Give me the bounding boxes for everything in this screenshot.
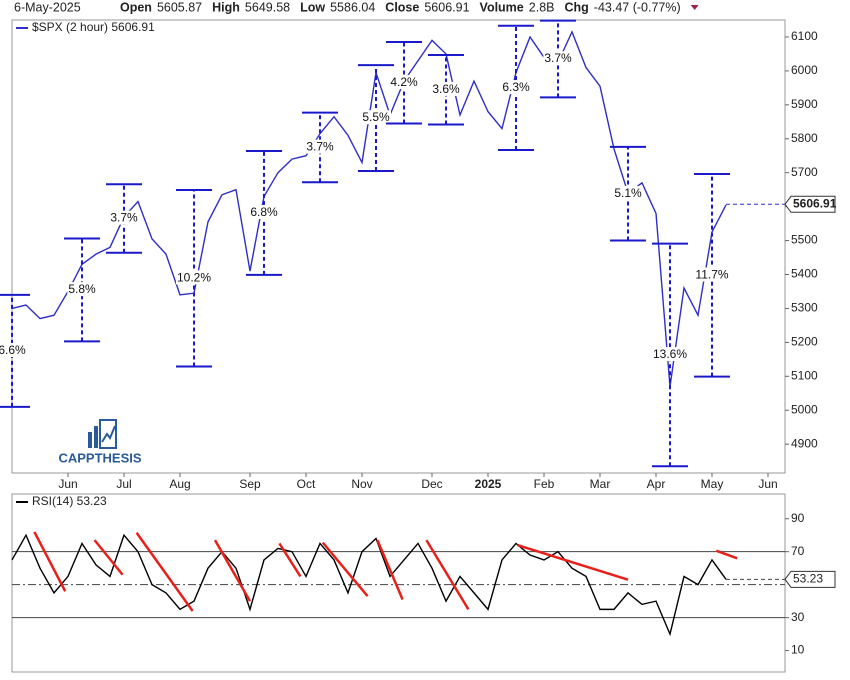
x-tick-label: Sep: [239, 477, 261, 491]
y-tick-label: 5200: [791, 335, 818, 349]
date: 6-May-2025: [14, 0, 81, 14]
y-tick-label: 90: [791, 511, 805, 525]
y-tick-label: 5700: [791, 165, 818, 179]
x-tick-label: Feb: [534, 477, 555, 491]
x-tick-label: May: [701, 477, 724, 491]
move-label: 6.6%: [0, 343, 26, 357]
y-tick-label: 5000: [791, 402, 818, 416]
header-value: -43.47 (-0.77%): [594, 0, 681, 14]
last-value-box: [784, 195, 836, 213]
y-tick-label: 6000: [791, 63, 818, 77]
move-label-bg: [361, 110, 392, 125]
x-tick-label: Dec: [421, 477, 442, 491]
move-label: 10.2%: [177, 270, 211, 284]
legend-entry: RSI(14) 53.23: [32, 494, 107, 508]
move-label-bg: [109, 210, 140, 225]
move-label: 11.7%: [695, 268, 728, 282]
trendline: [425, 539, 470, 611]
x-tick-label: Nov: [351, 477, 372, 491]
last-value-label: 5606.91: [793, 196, 837, 210]
header-value: 5586.04: [330, 0, 375, 14]
move-label: 4.2%: [390, 75, 418, 89]
y-tick-label: 5500: [791, 233, 818, 247]
series-line: [11, 533, 727, 637]
header-label: Chg: [564, 0, 588, 14]
trendline: [376, 539, 404, 600]
move-label-bg: [613, 185, 644, 200]
x-tick-label: Aug: [169, 477, 190, 491]
header-label: Volume: [480, 0, 524, 14]
y-tick-label: 5300: [791, 301, 818, 315]
move-label: 6.3%: [502, 80, 530, 94]
move-label-bg: [389, 74, 420, 89]
x-tick-label: Jun: [758, 477, 777, 491]
legend-entry: $SPX (2 hour) 5606.91: [32, 20, 155, 34]
last-value-label: 53.23: [793, 571, 823, 585]
header-value: 5649.58: [245, 0, 290, 14]
x-tick-label: Jul: [116, 477, 131, 491]
move-label-bg: [431, 81, 462, 96]
move-label: 3.7%: [110, 211, 138, 225]
trendline: [278, 542, 302, 578]
y-tick-label: 5400: [791, 267, 818, 281]
trendline: [321, 541, 369, 597]
trendline: [517, 543, 629, 581]
y-tick-label: 5100: [791, 368, 818, 382]
move-label-bg: [305, 139, 336, 154]
header-value: 2.8B: [529, 0, 555, 14]
header-value: 5605.87: [157, 0, 202, 14]
move-label-bg: [0, 343, 28, 358]
move-label: 3.7%: [306, 140, 334, 154]
move-label-bg: [651, 347, 689, 362]
move-label-bg: [67, 282, 98, 297]
x-tick-label: Apr: [647, 477, 666, 491]
move-label: 5.8%: [68, 282, 96, 296]
move-label-bg: [249, 205, 280, 220]
trendline: [33, 531, 67, 592]
x-tick-label: 2025: [475, 477, 502, 491]
trendline: [715, 549, 738, 560]
move-label: 13.6%: [653, 347, 687, 361]
move-label: 5.5%: [362, 110, 390, 124]
x-tick-label: Mar: [590, 477, 611, 491]
last-value-box: [784, 570, 836, 588]
series-line: [11, 30, 727, 387]
move-label: 5.1%: [614, 186, 642, 200]
y-tick-label: 4900: [791, 436, 818, 450]
header-value: 5606.91: [424, 0, 469, 14]
move-label: 3.7%: [544, 51, 572, 65]
move-label-bg: [175, 270, 213, 285]
y-tick-label: 70: [791, 544, 805, 558]
header-label: High: [212, 0, 240, 14]
x-tick-label: Oct: [297, 477, 316, 491]
header-label: Open: [120, 0, 152, 14]
header: 6-May-2025 Open 5605.87 High 5649.58 Low 5586…: [14, 0, 699, 14]
header-label: Close: [385, 0, 419, 14]
move-label: 6.8%: [250, 205, 278, 219]
rsi-panel: [11, 493, 786, 673]
trendline: [213, 539, 252, 602]
move-label-bg: [543, 51, 574, 66]
menu-arrow: [690, 5, 699, 10]
move-label-bg: [694, 267, 730, 282]
trendline: [135, 532, 194, 612]
y-tick-label: 10: [791, 643, 805, 657]
y-tick-label: 30: [791, 610, 805, 624]
header-label: Low: [300, 0, 325, 14]
logo-text: CAPPTHESIS: [58, 450, 141, 465]
y-tick-label: 5900: [791, 97, 818, 111]
move-label-bg: [501, 80, 532, 95]
move-label: 3.6%: [432, 82, 460, 96]
logo: CAPPTHESIS: [58, 419, 142, 465]
trendline: [93, 539, 124, 576]
x-tick-label: Jun: [58, 477, 77, 491]
y-tick-label: 6100: [791, 29, 818, 43]
price-panel: [11, 19, 786, 474]
y-tick-label: 5800: [791, 131, 818, 145]
